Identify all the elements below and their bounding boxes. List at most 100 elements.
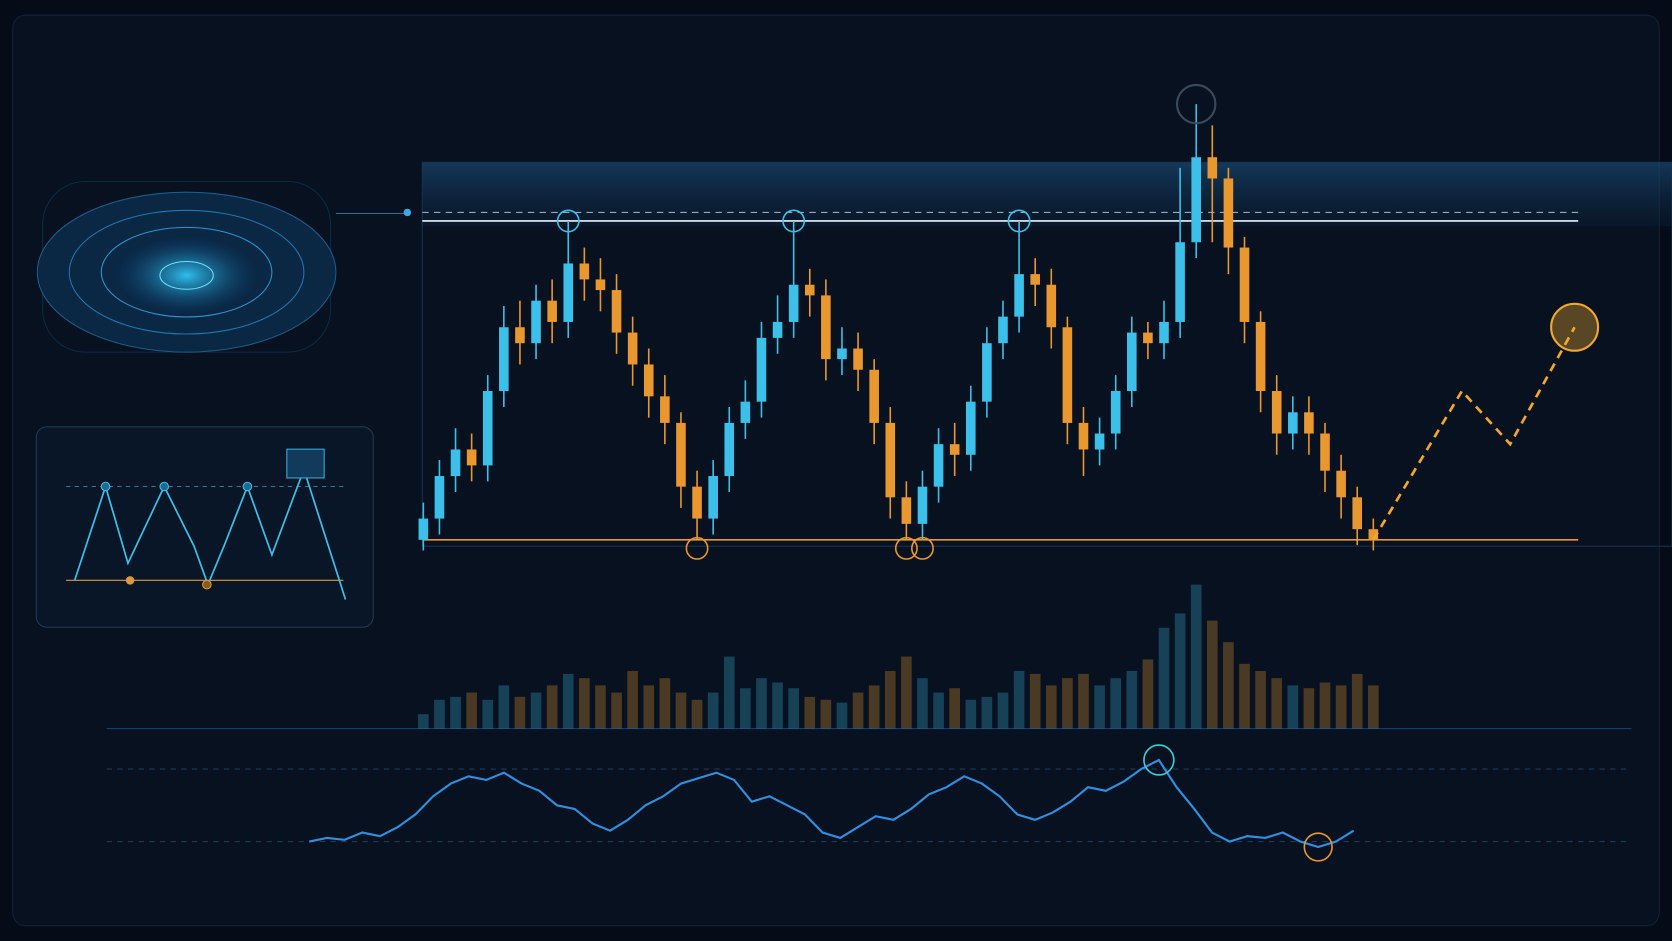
volume-bar (884, 670, 896, 729)
candle-body (821, 295, 831, 360)
support-touch (911, 536, 934, 560)
volume-bar (804, 696, 816, 729)
candle-body (1368, 529, 1379, 540)
candle-body (1336, 470, 1346, 498)
volume-bar (450, 696, 461, 729)
volume-bar (466, 692, 477, 729)
candle-body (788, 284, 799, 322)
volume-bar (1190, 584, 1202, 729)
candle-body (998, 316, 1008, 344)
candle-body (1110, 391, 1121, 434)
candle-body (1191, 157, 1202, 243)
volume-bar (707, 692, 719, 729)
oscillator-trough (1303, 832, 1333, 862)
support-touch (894, 536, 918, 560)
resistance-touch (1007, 209, 1031, 233)
plot-frame (421, 161, 1672, 547)
candle-body (1207, 157, 1218, 179)
volume-bar (772, 682, 783, 729)
candle-body (1239, 247, 1250, 322)
volume-bar (1287, 685, 1299, 729)
candle-body (1255, 321, 1266, 392)
volume-bar (595, 685, 606, 729)
target-marker (1550, 302, 1600, 352)
candle-body (515, 327, 525, 344)
volume-bar (562, 673, 574, 729)
volume-bar (1094, 685, 1105, 729)
volume-bar (1239, 663, 1250, 729)
volume-bar (514, 696, 526, 729)
candle-body (1030, 274, 1040, 285)
resistance-touch (782, 209, 806, 233)
candle-body (1127, 332, 1137, 392)
volume-bar (1319, 682, 1331, 729)
volume-bar (933, 692, 944, 729)
candle-body (933, 444, 944, 487)
candle-body (466, 449, 477, 466)
candle-body (917, 486, 928, 524)
volume-bar (740, 688, 751, 729)
volume-bar (1271, 678, 1283, 729)
volume-bar (530, 692, 542, 729)
volume-bar (482, 699, 494, 729)
volume-bar (1335, 685, 1347, 729)
candle-body (853, 348, 863, 370)
volume-bar (836, 702, 848, 729)
volume-bar (611, 692, 622, 729)
volume-bar (1303, 688, 1315, 729)
frame (12, 14, 1660, 927)
candle-body (692, 486, 702, 519)
volume-bar (981, 696, 993, 729)
candle-body (982, 343, 992, 402)
volume-bar (498, 685, 510, 729)
candle-body (418, 518, 429, 540)
candle-body (611, 290, 622, 333)
volume-bar (1062, 678, 1073, 729)
resistance-zone (422, 162, 1672, 227)
volume-bar (1158, 627, 1170, 729)
volume-bar (1255, 670, 1266, 729)
volume-bar (627, 670, 638, 729)
candle-body (434, 476, 445, 519)
candle-body (772, 321, 783, 338)
candle-body (547, 300, 557, 322)
candle-body (1320, 433, 1330, 471)
candle-body (1175, 242, 1185, 322)
volume-bar (1206, 620, 1218, 729)
volume-bar (901, 656, 912, 729)
candle-body (885, 422, 896, 498)
candle-body (901, 497, 912, 524)
volume-bar (1367, 685, 1379, 729)
breakout-peak (1175, 83, 1217, 125)
volume-bar (1013, 670, 1025, 729)
candle-body (869, 369, 879, 423)
volume-bar (1223, 642, 1234, 729)
decorative-icon (36, 180, 412, 353)
volume-bar (659, 678, 671, 729)
candle-body (804, 284, 815, 296)
volume-bar (434, 699, 445, 729)
inset-pattern (35, 426, 374, 628)
candle-body (531, 300, 541, 344)
volume-bar (418, 714, 429, 729)
candle-body (949, 444, 960, 455)
volume-bar (1029, 673, 1041, 729)
candle-body (643, 364, 654, 397)
candle-body (756, 337, 767, 402)
candle-body (627, 332, 638, 365)
oscillator-line (309, 758, 1355, 849)
volume-bar (723, 656, 735, 729)
candle-body (563, 263, 574, 322)
candle-body (965, 401, 976, 455)
resistance-touch (556, 209, 580, 233)
candle-body (837, 348, 847, 360)
volume-bar (643, 685, 655, 729)
volume-bar (1351, 673, 1363, 729)
candle-body (724, 422, 735, 477)
candle-body (1352, 497, 1363, 530)
volume-bar (1126, 670, 1138, 729)
candle-body (499, 327, 509, 392)
oscillator-peak (1143, 744, 1175, 776)
